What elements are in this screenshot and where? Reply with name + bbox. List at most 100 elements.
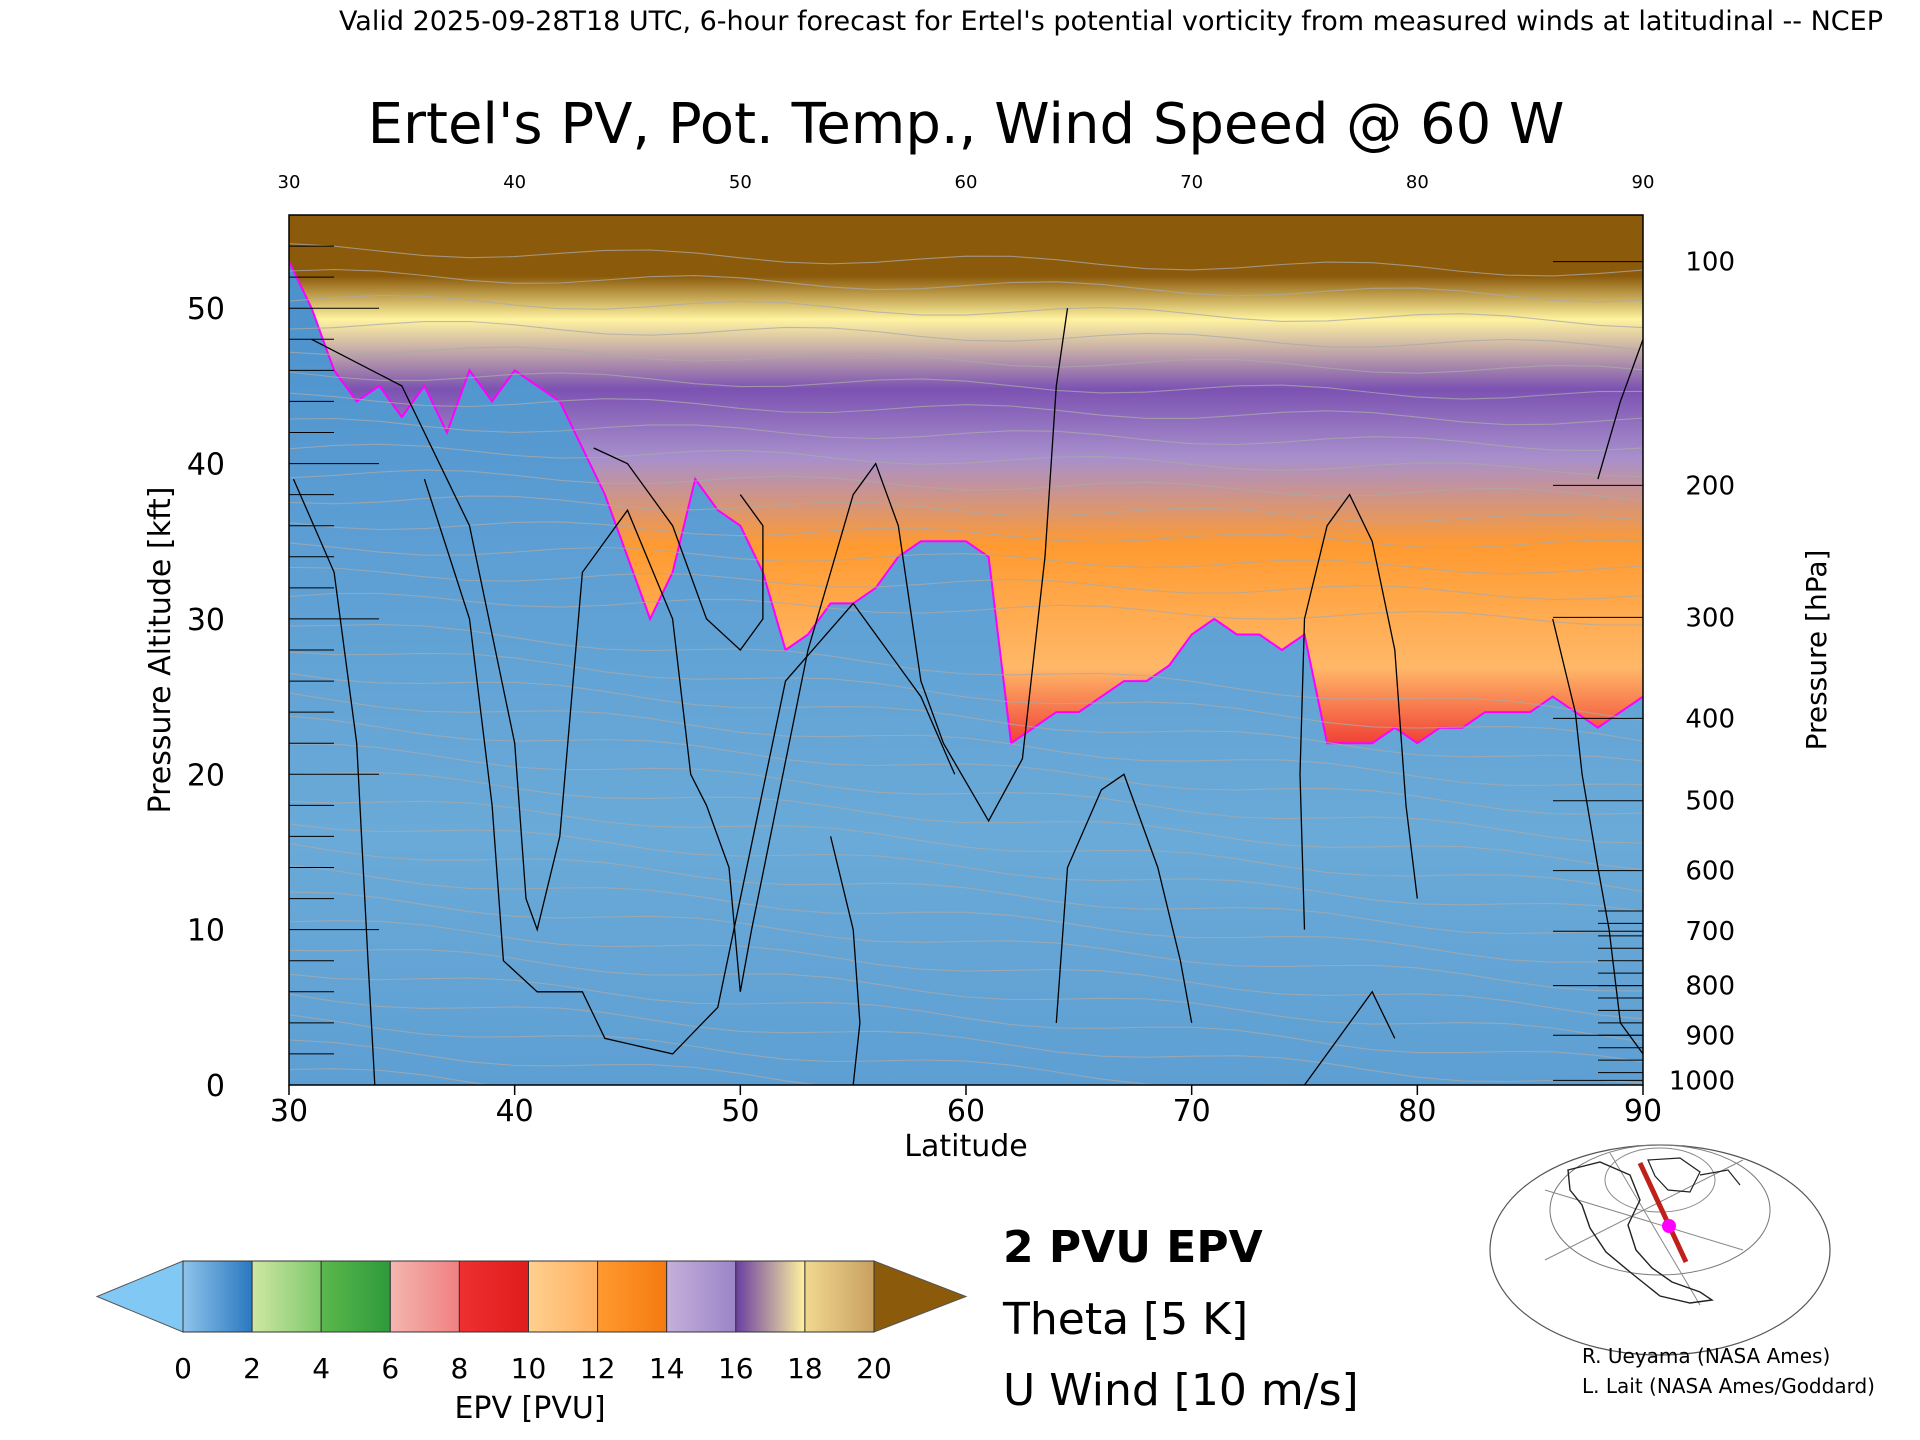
- pressure-tick-label: 400: [1685, 704, 1735, 734]
- x-tick-label: 60: [947, 1094, 985, 1129]
- x-tick-label: 40: [496, 1094, 534, 1129]
- colorbar-band: [182, 1260, 253, 1333]
- pressure-axis: 100 200 300 400 500 600 700 800 900 1000: [1553, 248, 1735, 1096]
- legend-item-theta: Theta [5 K]: [1002, 1294, 1248, 1345]
- pressure-tick-label: 1000: [1669, 1066, 1735, 1096]
- theta-contour: [289, 320, 1643, 351]
- colorbar-band: [458, 1260, 529, 1333]
- theta-contour: [289, 592, 1643, 626]
- wind-contour: [292, 478, 376, 1085]
- theta-contour: [289, 891, 1643, 992]
- theta-contour: [289, 392, 1643, 426]
- colorbar-tick-label: 10: [511, 1352, 547, 1385]
- theta-contour: [289, 294, 1643, 329]
- top-tick-label: 70: [1180, 172, 1203, 193]
- wind-contour: [1597, 339, 1643, 480]
- theta-contour: [289, 842, 1643, 935]
- pressure-tick-label: 600: [1685, 857, 1735, 887]
- credit-line-2: L. Lait (NASA Ames/Goddard): [1582, 1374, 1875, 1398]
- pressure-tick-label: 100: [1685, 248, 1735, 278]
- colorbar-tick-label: 18: [787, 1352, 823, 1385]
- top-x-axis: 30 40 50 60 70 80 90: [278, 172, 1655, 193]
- pressure-tick-label: 800: [1685, 972, 1735, 1002]
- theta-contour: [289, 692, 1643, 786]
- colorbar-under-arrow: [95, 1260, 184, 1333]
- pressure-tick-label: 200: [1685, 471, 1735, 501]
- pressure-tick-label: 700: [1685, 917, 1735, 947]
- y-tick-label: 30: [187, 603, 225, 638]
- inset-map: [1489, 1144, 1831, 1356]
- theta-contour: [289, 973, 1643, 1063]
- colorbar-tick-label: 6: [381, 1352, 399, 1385]
- colorbar-band: [251, 1260, 322, 1333]
- top-tick-label: 90: [1632, 172, 1655, 193]
- chart-title: Ertel's PV, Pot. Temp., Wind Speed @ 60 …: [368, 92, 1565, 157]
- inset-location-dot: [1662, 1219, 1676, 1233]
- wind-contour: [1299, 493, 1418, 930]
- theta-contour: [289, 443, 1643, 478]
- theta-contour: [289, 864, 1643, 963]
- credit-line-1: R. Ueyama (NASA Ames): [1582, 1344, 1830, 1368]
- validity-line: Valid 2025-09-28T18 UTC, 6-hour forecast…: [339, 6, 1883, 37]
- theta-contour: [289, 469, 1643, 501]
- theta-contour: [289, 623, 1643, 721]
- theta-contour: [289, 772, 1643, 871]
- colorbar-tick-label: 2: [243, 1352, 261, 1385]
- wind-contour: [829, 836, 861, 1085]
- top-tick-label: 80: [1406, 172, 1429, 193]
- theta-contour: [289, 371, 1643, 400]
- colorbar-tick-label: 4: [312, 1352, 330, 1385]
- theta-contour: [289, 823, 1643, 912]
- y-tick-label: 40: [187, 448, 225, 483]
- wind-contour: [423, 478, 956, 1055]
- y-tick-label: 20: [187, 758, 225, 793]
- theta-contour: [289, 920, 1643, 1020]
- wind-contour: [1303, 990, 1396, 1085]
- theta-contour: [289, 1014, 1320, 1085]
- theta-contour: [289, 417, 1643, 452]
- inset-cross-section-line: [1637, 1161, 1689, 1264]
- colorbar-band: [528, 1260, 599, 1333]
- colorbar-band: [389, 1260, 460, 1333]
- x-tick-label: 70: [1173, 1094, 1211, 1129]
- y-axis-label: Pressure Altitude [kft]: [143, 487, 178, 814]
- colorbar-band: [320, 1260, 391, 1333]
- y-tick-label: 0: [206, 1069, 225, 1104]
- colorbar-tick-label: 0: [174, 1352, 192, 1385]
- x-axis: 30 40 50 60 70 80 90: [270, 1085, 1662, 1129]
- theta-contour: [289, 1039, 821, 1085]
- colorbar-tick-label: 20: [856, 1352, 892, 1385]
- theta-contour: [289, 495, 1643, 523]
- theta-contour: [289, 672, 1643, 762]
- top-tick-label: 60: [955, 172, 978, 193]
- colorbar: 0 2 4 6 8 10 12 14 16 18 20: [95, 1260, 968, 1385]
- pressure-tick-label: 900: [1685, 1021, 1735, 1051]
- theta-contour: [289, 800, 1643, 893]
- theta-contour: [289, 346, 1643, 374]
- troposphere-field: [289, 261, 1643, 1085]
- x-tick-label: 80: [1398, 1094, 1436, 1129]
- pressure-tick-label: 500: [1685, 787, 1735, 817]
- theta-contour: [289, 743, 1643, 844]
- legend: 2 PVU EPV Theta [5 K] U Wind [10 m/s]: [1002, 1222, 1359, 1416]
- colorbar-band: [804, 1260, 875, 1333]
- theta-contour: [289, 949, 1643, 1043]
- top-tick-label: 30: [278, 172, 301, 193]
- theta-contour: [289, 993, 1643, 1084]
- legend-item-epv: 2 PVU EPV: [1003, 1222, 1263, 1273]
- x-axis-label: Latitude: [904, 1129, 1027, 1164]
- colorbar-tick-label: 12: [580, 1352, 616, 1385]
- tropopause-2pvu-line: [289, 261, 1643, 745]
- x-tick-label: 30: [270, 1094, 308, 1129]
- x-tick-label: 50: [721, 1094, 759, 1129]
- colorbar-tick-label: 14: [649, 1352, 685, 1385]
- colorbar-band: [735, 1260, 806, 1333]
- y-tick-label: 50: [187, 292, 225, 327]
- colorbar-tick-label: 16: [718, 1352, 754, 1385]
- theta-contour: [289, 521, 1643, 549]
- legend-item-wind: U Wind [10 m/s]: [1003, 1365, 1359, 1416]
- theta-contour: [289, 243, 1643, 277]
- y-tick-label: 10: [187, 914, 225, 949]
- y2-axis-label: Pressure [hPa]: [1800, 550, 1833, 751]
